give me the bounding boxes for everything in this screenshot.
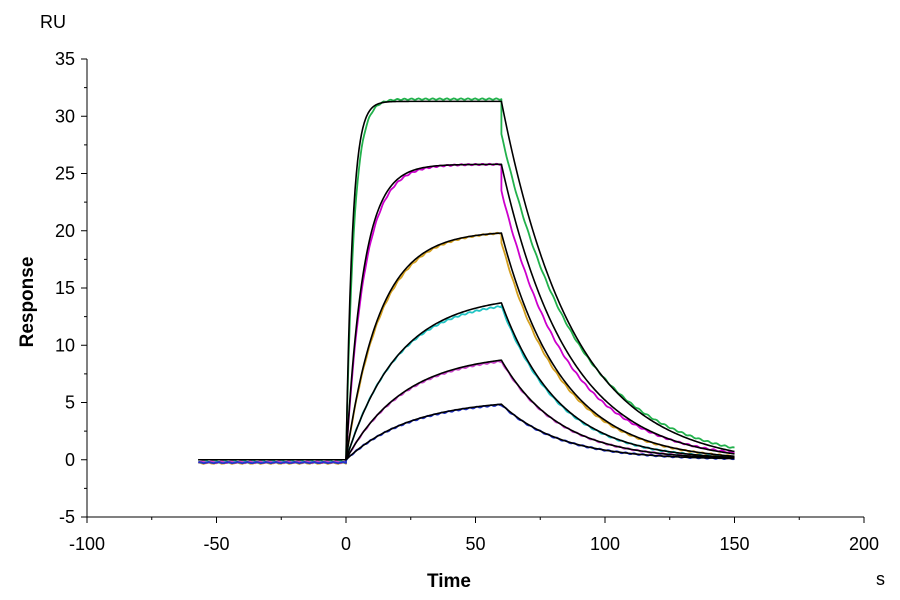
sensorgram-curve	[198, 231, 735, 465]
y-tick-label: 0	[65, 450, 75, 470]
y-ticks: -5 0 5 10 15 20 25 30 35	[55, 49, 87, 527]
curves-layer	[198, 97, 735, 465]
x-tick-label: -50	[203, 534, 229, 554]
y-tick-label: 15	[55, 278, 75, 298]
y-tick-label: 5	[65, 393, 75, 413]
x-tick-label: 200	[849, 534, 879, 554]
x-tick-label: -100	[69, 534, 105, 554]
x-tick-label: 50	[465, 534, 485, 554]
y-tick-label: 10	[55, 335, 75, 355]
fit-curve	[198, 403, 735, 461]
sensorgram-curve	[198, 360, 735, 464]
x-tick-label: 150	[719, 534, 749, 554]
x-tick-label: 0	[341, 534, 351, 554]
y-tick-label: 30	[55, 106, 75, 126]
y-axis-title: Response	[17, 257, 38, 348]
x-tick-label: 100	[590, 534, 620, 554]
sensorgram-curve	[198, 305, 735, 464]
y-unit-label: RU	[40, 12, 66, 32]
y-tick-label: 20	[55, 221, 75, 241]
fit-curve	[198, 359, 735, 461]
fit-curve	[198, 232, 735, 461]
y-tick-label: 25	[55, 164, 75, 184]
fit-curve	[198, 302, 735, 461]
y-tick-label: -5	[59, 507, 75, 527]
y-tick-label: 35	[55, 49, 75, 69]
fit-curve	[198, 163, 735, 461]
x-ticks: -100 -50 0 50 100 150 200	[69, 517, 879, 554]
x-unit-label: s	[876, 569, 885, 589]
x-axis-title: Time	[427, 571, 471, 592]
fit-curve	[198, 100, 735, 461]
